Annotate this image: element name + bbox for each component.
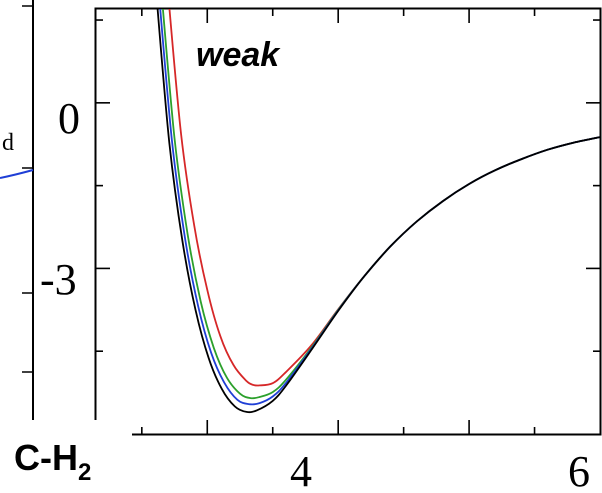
x-tick-label-4: 4 — [290, 447, 312, 493]
series-line-3 — [156, 9, 600, 414]
axis-ticks — [96, 9, 600, 434]
system-label-background — [0, 420, 132, 493]
annotation-weak: weak — [196, 36, 281, 74]
left-panel-series-line — [0, 169, 34, 179]
system-label-subscript: 2 — [78, 459, 91, 486]
y-tick-label-minus3: -3 — [40, 255, 77, 304]
system-label-main: C-H — [14, 437, 78, 478]
left-panel-fragment: d — [0, 0, 34, 440]
system-label: C-H2 — [14, 437, 91, 486]
plot-area — [94, 7, 602, 436]
plot-frame — [94, 7, 602, 436]
series-layer — [156, 9, 600, 414]
y-tick-label-0: 0 — [58, 94, 80, 143]
x-tick-label-6: 6 — [568, 447, 590, 493]
left-panel-fragment-text: d — [2, 130, 14, 156]
